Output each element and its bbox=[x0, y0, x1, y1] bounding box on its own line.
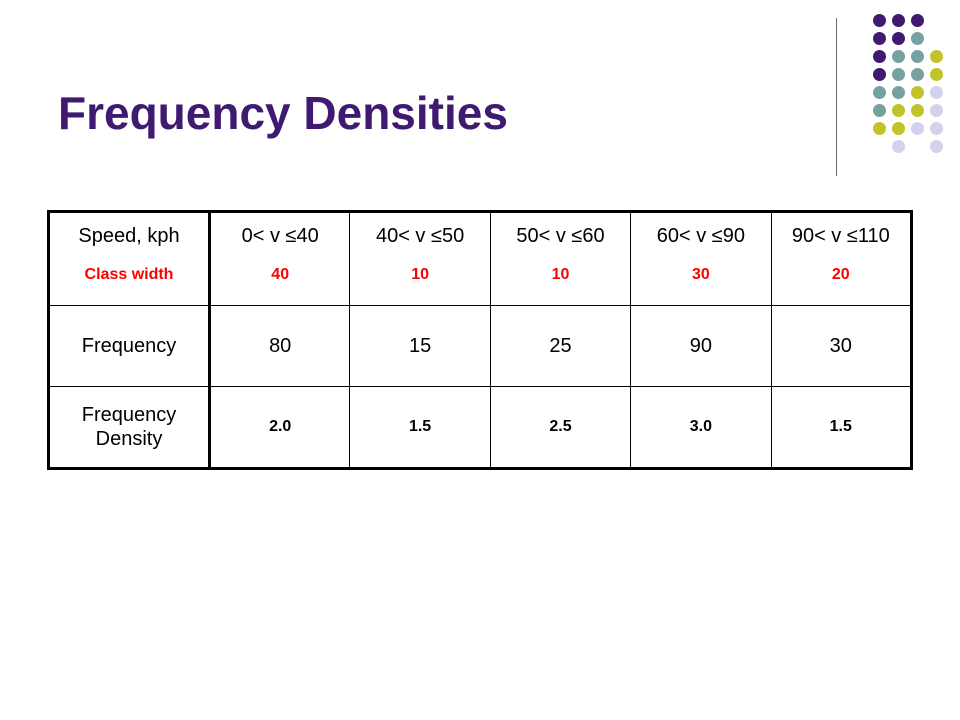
frequency-density-value: 2.5 bbox=[489, 386, 632, 469]
decorative-dot bbox=[892, 32, 905, 45]
decorative-dot bbox=[892, 86, 905, 99]
speed-range: 0< v ≤40 bbox=[241, 225, 319, 247]
class-width-value: 10 bbox=[411, 266, 429, 283]
frequency-value: 30 bbox=[770, 305, 913, 387]
table-row-frequency: Frequency 80 15 25 90 30 bbox=[48, 305, 913, 387]
class-width-value: 30 bbox=[691, 266, 710, 283]
decorative-dot bbox=[911, 50, 924, 63]
row-label-class-width: Class width bbox=[84, 266, 174, 283]
decorative-vertical-line bbox=[836, 18, 837, 176]
decorative-dot bbox=[930, 68, 943, 81]
row-label-speed: Speed, kph bbox=[78, 225, 180, 247]
table-cell: 0< v ≤40 40 bbox=[208, 211, 351, 306]
row-label-frequency-density: Frequency Density bbox=[48, 386, 211, 469]
class-width-value: 40 bbox=[271, 266, 290, 283]
decorative-dot bbox=[930, 86, 943, 99]
frequency-table: Speed, kph Class width 0< v ≤40 40 40< v… bbox=[47, 210, 913, 470]
table-cell: 50< v ≤60 10 bbox=[489, 211, 632, 306]
decorative-dot bbox=[892, 122, 905, 135]
decorative-dot bbox=[892, 104, 905, 117]
frequency-value: 80 bbox=[208, 305, 351, 387]
decorative-dot bbox=[892, 68, 905, 81]
decorative-dot bbox=[873, 122, 886, 135]
class-width-value: 20 bbox=[831, 266, 850, 283]
speed-range: 50< v ≤60 bbox=[516, 225, 605, 247]
table-row-frequency-density: Frequency Density 2.0 1.5 2.5 3.0 1.5 bbox=[48, 386, 913, 469]
table-cell: 90< v ≤110 20 bbox=[770, 211, 913, 306]
row-label-frequency: Frequency bbox=[48, 305, 211, 387]
decorative-dot bbox=[930, 140, 943, 153]
decorative-dot bbox=[911, 32, 924, 45]
decorative-dot bbox=[873, 104, 886, 117]
decorative-dot bbox=[873, 32, 886, 45]
decorative-dot bbox=[873, 68, 886, 81]
table-cell: 60< v ≤90 30 bbox=[630, 211, 772, 306]
decorative-dot bbox=[892, 50, 905, 63]
decorative-dot bbox=[892, 14, 905, 27]
table-cell: 40< v ≤50 10 bbox=[349, 211, 491, 306]
table-row-speed: Speed, kph Class width 0< v ≤40 40 40< v… bbox=[48, 211, 913, 306]
frequency-density-value: 2.0 bbox=[208, 386, 351, 469]
frequency-density-value: 1.5 bbox=[349, 386, 491, 469]
decorative-dot bbox=[930, 104, 943, 117]
decorative-dot bbox=[930, 122, 943, 135]
decorative-dot bbox=[911, 104, 924, 117]
decorative-dot bbox=[892, 140, 905, 153]
decorative-dot bbox=[911, 122, 924, 135]
slide-title: Frequency Densities bbox=[58, 87, 508, 139]
speed-range: 90< v ≤110 bbox=[791, 225, 890, 247]
header-cell-speed: Speed, kph Class width bbox=[48, 211, 211, 306]
decorative-dot bbox=[873, 14, 886, 27]
frequency-density-value: 1.5 bbox=[770, 386, 913, 469]
decorative-dot bbox=[911, 14, 924, 27]
decorative-dot bbox=[873, 50, 886, 63]
speed-range: 40< v ≤50 bbox=[375, 225, 465, 247]
frequency-value: 25 bbox=[489, 305, 632, 387]
decorative-dot bbox=[911, 86, 924, 99]
frequency-value: 90 bbox=[630, 305, 772, 387]
speed-range: 60< v ≤90 bbox=[656, 225, 745, 247]
frequency-density-value: 3.0 bbox=[630, 386, 772, 469]
decorative-dot bbox=[930, 50, 943, 63]
frequency-value: 15 bbox=[349, 305, 491, 387]
decorative-dot bbox=[873, 86, 886, 99]
decorative-dot bbox=[911, 68, 924, 81]
class-width-value: 10 bbox=[551, 266, 570, 283]
